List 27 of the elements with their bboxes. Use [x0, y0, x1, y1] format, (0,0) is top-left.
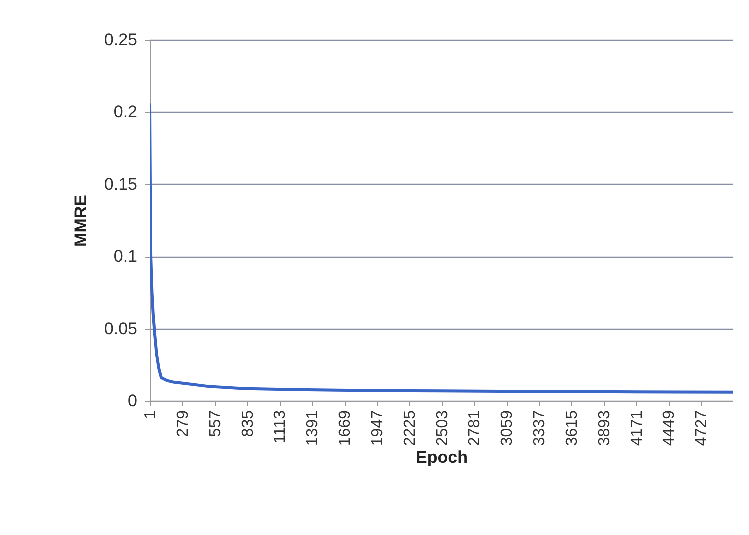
y-tick-label: 0.1: [114, 247, 138, 266]
x-tick-label: 2503: [434, 410, 452, 446]
y-tick-label: 0.2: [114, 102, 138, 122]
x-tick-label: 1113: [272, 410, 290, 444]
y-axis-title: MMRE: [71, 195, 90, 247]
x-tick-label: 835: [240, 410, 257, 438]
y-tick-label: 0: [128, 392, 138, 410]
y-tick-label: 0.25: [104, 30, 138, 50]
line-series: [150, 103, 733, 394]
x-tick-label: 2781: [466, 410, 484, 446]
y-tick-label: 0.15: [104, 174, 138, 194]
x-tick-label: 2225: [402, 410, 419, 446]
x-tick-label: 4727: [694, 410, 711, 446]
x-tick-label: 4171: [628, 410, 646, 446]
x-tick-label: 3337: [532, 410, 549, 446]
x-tick-label: 1: [142, 410, 160, 420]
x-tick-label: 4449: [661, 410, 678, 446]
x-tick-label: 3893: [596, 410, 614, 446]
x-tick-label: 557: [207, 410, 224, 438]
x-tick-label: 3615: [564, 410, 581, 446]
x-axis-title: Epoch: [416, 448, 468, 468]
y-tick-label: 0.05: [104, 319, 138, 338]
x-tick-label: 279: [174, 410, 192, 438]
x-tick-label: 1391: [304, 410, 322, 446]
x-tick-label: 1947: [369, 410, 386, 446]
x-tick-label: 3059: [499, 410, 516, 446]
x-tick-label: 1669: [337, 410, 354, 446]
